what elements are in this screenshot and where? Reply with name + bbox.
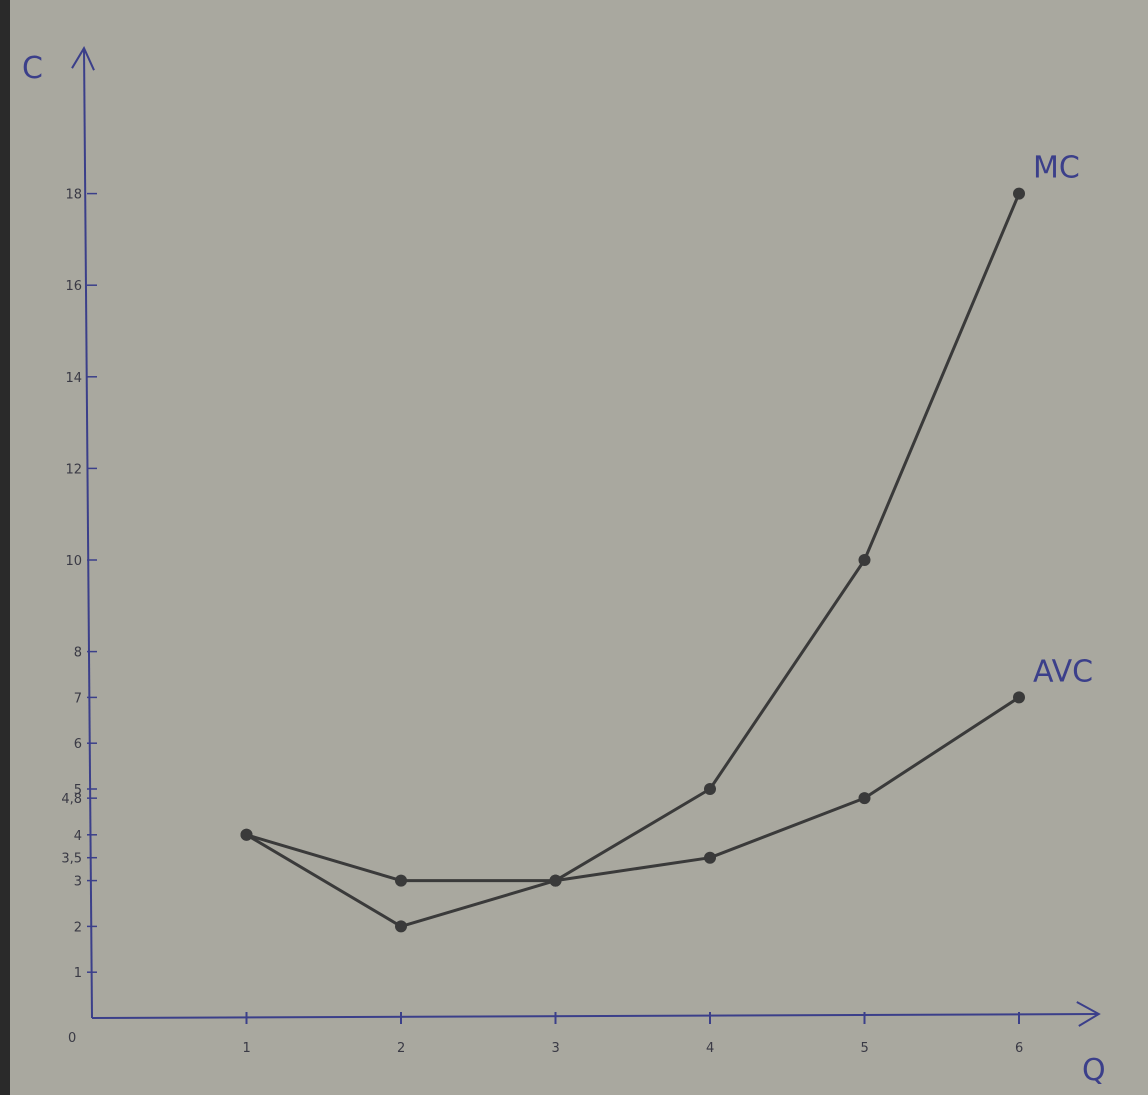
x-tick-label: 1 (243, 1041, 251, 1056)
y-axis (83, 48, 93, 1019)
x-tick-label: 5 (861, 1041, 869, 1056)
x-tick-label: 4 (706, 1041, 714, 1056)
avc-point (240, 828, 253, 841)
y-tick-label: 10 (65, 554, 82, 569)
origin-label: 0 (68, 1031, 76, 1046)
y-tick-label: 5 (74, 783, 82, 798)
y-tick-label: 1 (74, 966, 82, 981)
y-tick-label: 2 (74, 920, 82, 935)
x-tick-label: 3 (552, 1041, 560, 1056)
series-layer: MC AVC (240, 151, 1093, 933)
x-tick-label: 2 (397, 1041, 405, 1056)
y-tick-label: 3,5 (61, 852, 82, 867)
y-tick-label: 4 (74, 829, 82, 844)
y-tick-label: 12 (65, 462, 82, 477)
avc-point (1013, 691, 1025, 704)
y-tick-label: 7 (74, 691, 82, 706)
mc-point (858, 554, 871, 566)
y-tick-label: 3 (74, 875, 82, 890)
mc-point (395, 920, 407, 933)
y-tick-label: 14 (65, 371, 82, 386)
avc-line (246, 696, 1020, 883)
avc-point (858, 792, 871, 805)
y-axis-arrow (71, 46, 95, 71)
y-tick-label: 6 (74, 737, 82, 752)
x-tick-label: 6 (1015, 1041, 1023, 1056)
mc-point (704, 783, 716, 795)
avc-point (549, 874, 562, 887)
mc-line (245, 193, 1021, 928)
x-ticks: 1 2 3 4 5 6 (243, 1012, 1023, 1056)
x-axis-arrow (1076, 1001, 1101, 1027)
photo-left-edge (0, 0, 10, 1095)
y-tick-label: 18 (65, 188, 82, 203)
x-axis-title: Q (1082, 1053, 1106, 1088)
avc-point (704, 851, 716, 864)
x-axis (91, 1013, 1099, 1019)
y-tick-label: 16 (65, 279, 82, 294)
y-tick-label: 8 (74, 646, 82, 661)
avc-series-label: AVC (1033, 654, 1093, 689)
mc-series-label: MC (1033, 151, 1080, 186)
y-tick-label: 4,8 (61, 792, 82, 807)
avc-point (395, 874, 407, 887)
y-axis-title: C (22, 51, 43, 86)
mc-point (1013, 187, 1025, 200)
